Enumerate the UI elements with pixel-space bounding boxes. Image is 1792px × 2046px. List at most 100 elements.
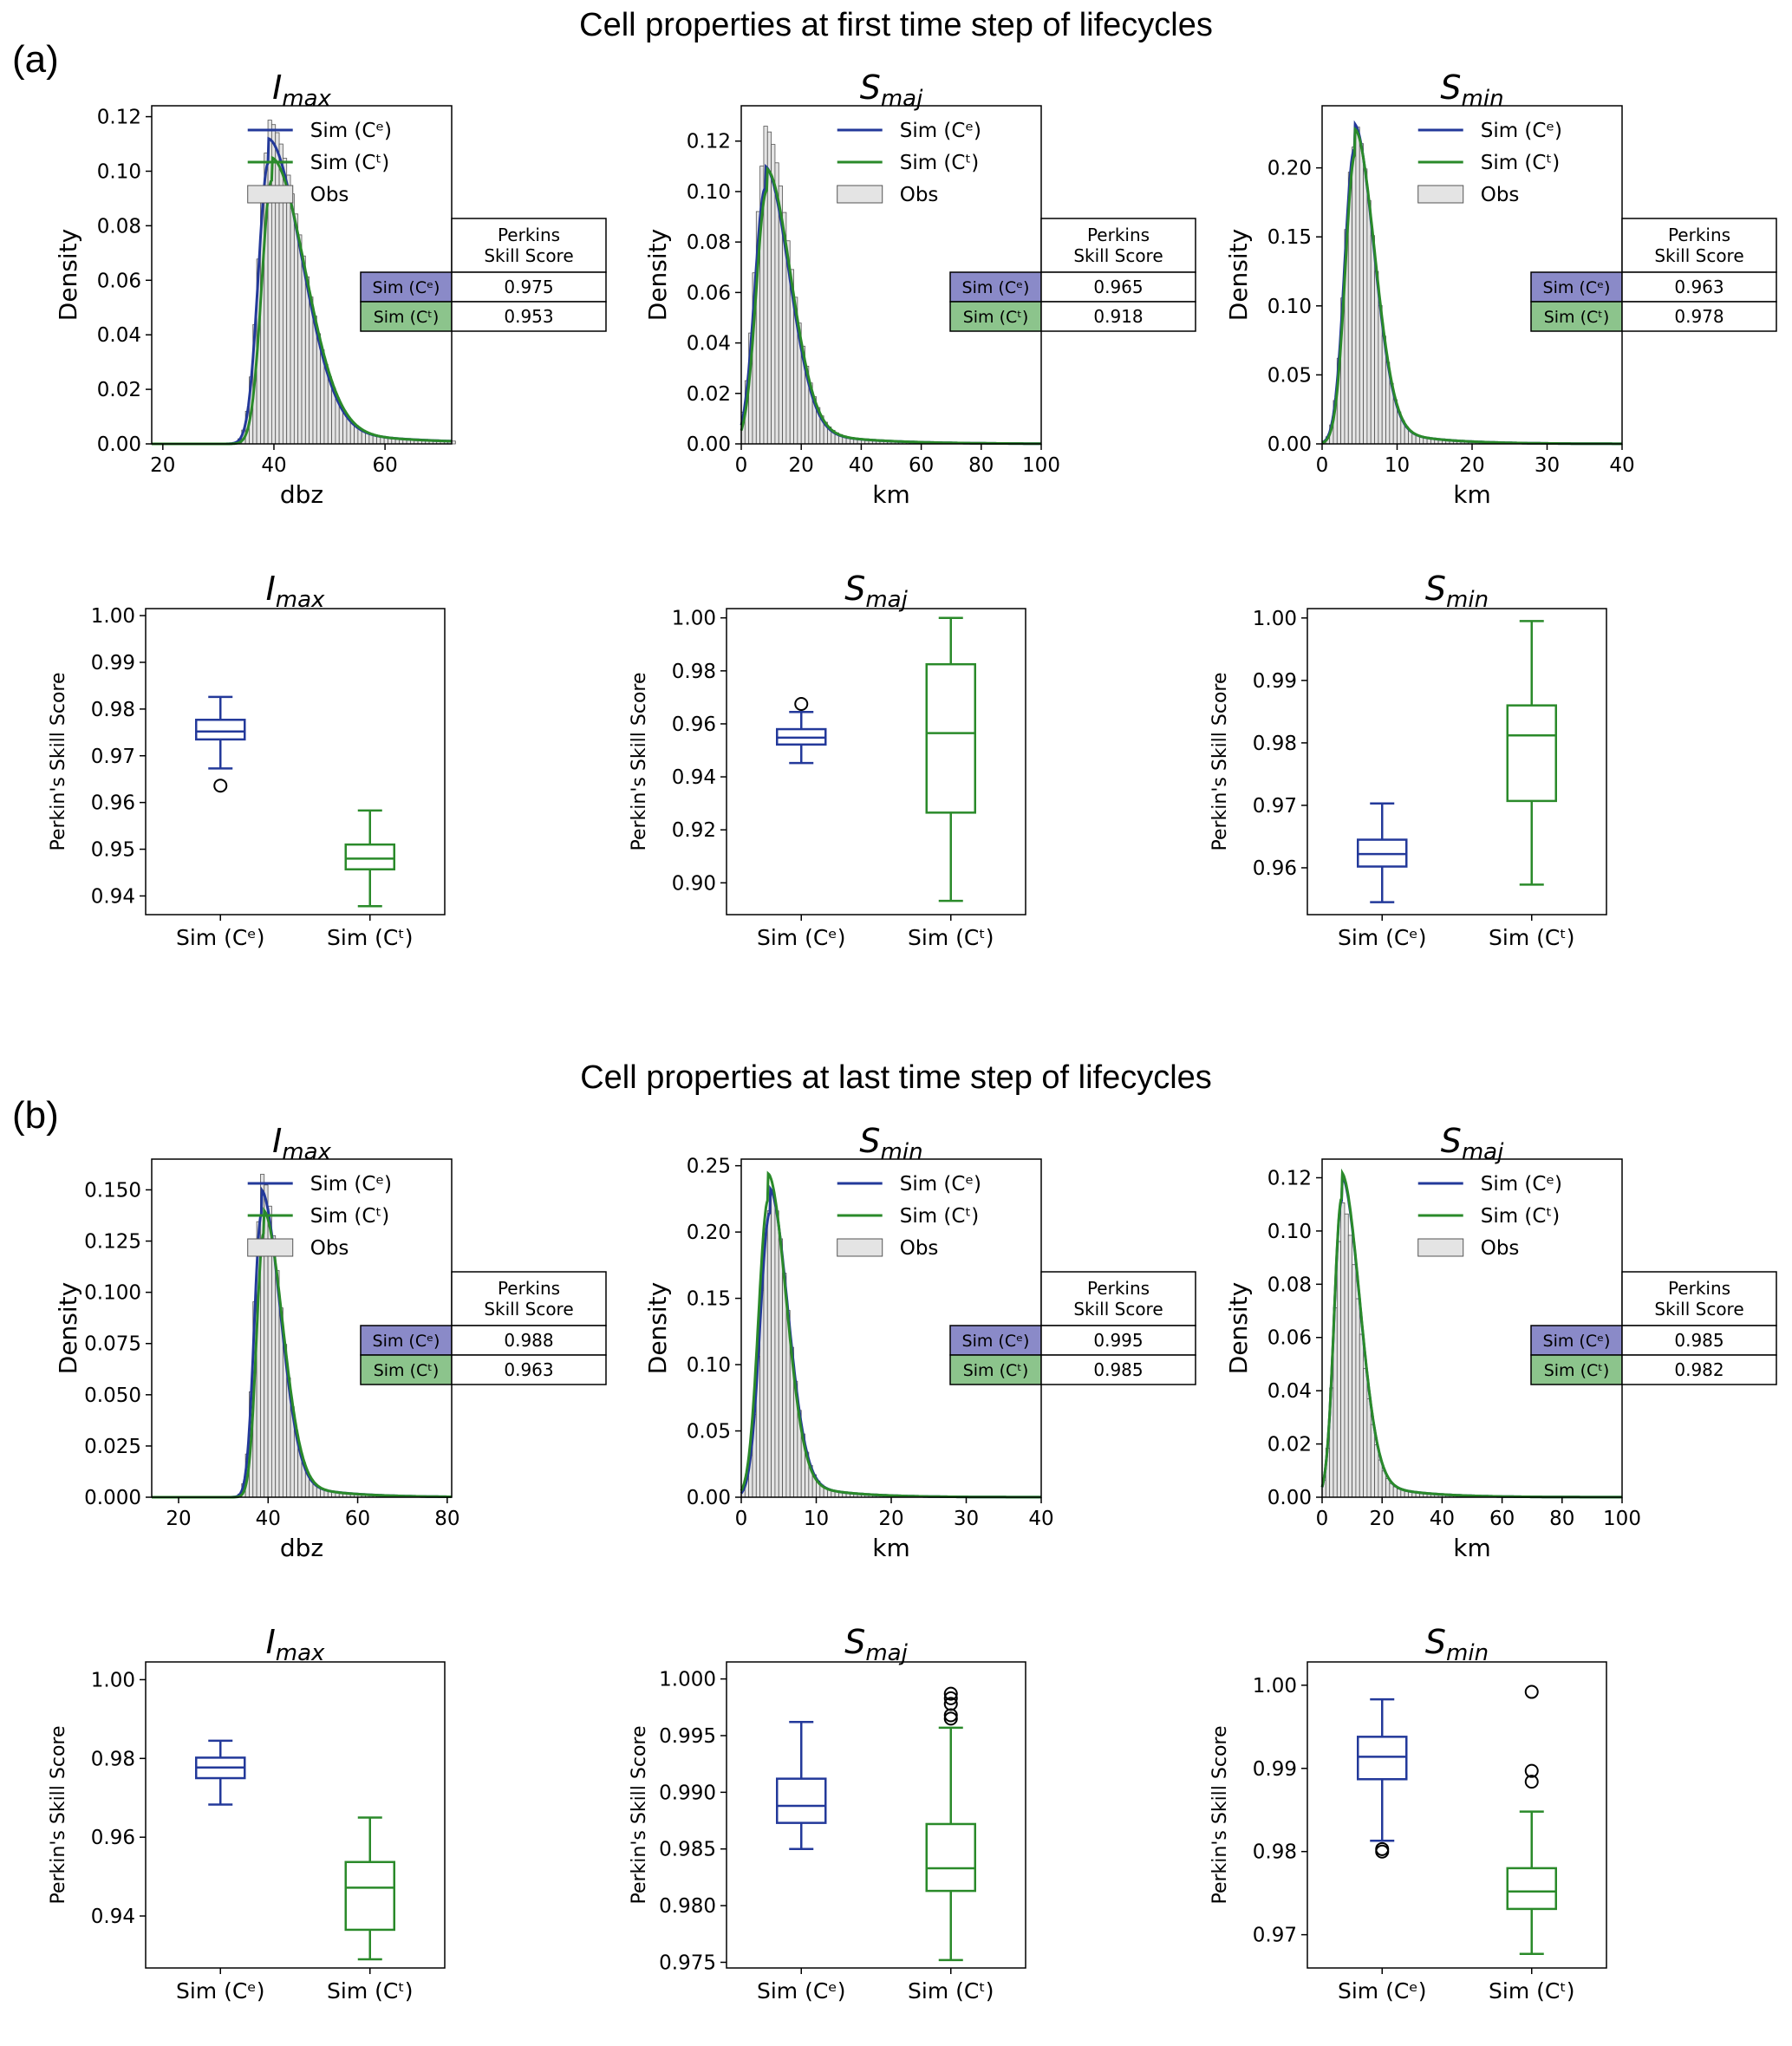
chart-title: Smin	[859, 1122, 922, 1165]
skill-table-header-cell	[1040, 218, 1196, 273]
box-flier	[794, 697, 809, 712]
y-tick-label: 0.05	[1267, 364, 1312, 387]
y-tick-label: 0.15	[1267, 226, 1312, 249]
skill-value-cell	[1040, 1325, 1196, 1356]
obs-bar	[774, 1210, 779, 1498]
skill-table-header-cell	[451, 1271, 607, 1326]
chart-title: Smaj	[1441, 1122, 1504, 1165]
y-tick-label: 0.98	[672, 661, 716, 683]
x-tick-label: 10	[1385, 454, 1410, 477]
y-tick-label: 1.000	[659, 1669, 716, 1691]
legend-ce-label: Sim (Cᵉ)	[900, 1173, 981, 1196]
skill-table-header: Perkins	[1087, 225, 1150, 245]
y-tick-label: 0.96	[91, 1827, 135, 1849]
obs-bar	[763, 1235, 768, 1498]
skill-table-header: Perkins	[1087, 1278, 1150, 1299]
obs-bar	[1366, 1398, 1372, 1498]
y-tick-label: 0.08	[1267, 1274, 1312, 1296]
y-axis-label: Perkin's Skill Score	[1209, 672, 1231, 850]
skill-table-header: Skill Score	[1073, 1299, 1163, 1319]
x-tick-label: 0	[1316, 1508, 1329, 1530]
y-axis-label: Perkin's Skill Score	[629, 672, 650, 850]
obs-bar	[286, 174, 291, 445]
x-axis-label: dbz	[280, 1534, 323, 1562]
legend-ce-label: Sim (Cᵉ)	[1481, 120, 1562, 142]
y-tick-label: 0.97	[1253, 1925, 1297, 1947]
skill-row-label: Sim (Cᵉ)	[962, 278, 1030, 297]
legend-obs-label: Obs	[1481, 184, 1520, 206]
box-sim-ce	[195, 695, 246, 770]
y-tick-label: 0.02	[97, 379, 141, 401]
y-tick-label: 0.20	[1267, 158, 1312, 180]
skill-row-label-cell	[949, 271, 1042, 303]
x-tick-label: 80	[968, 454, 994, 477]
density-chart-b-smaj: 0 20 40 60 80 100 0.00 0.02 0.04 0.06 0.08 0.10 0.12…	[1224, 1122, 1777, 1562]
obs-bar	[1352, 1264, 1357, 1498]
plot-frame	[145, 608, 446, 915]
skill-table-header: Skill Score	[1654, 245, 1743, 266]
y-axis-label: Density	[54, 1282, 82, 1374]
obs-bar	[1374, 1444, 1379, 1498]
obs-bar	[1392, 1486, 1398, 1498]
x-tick-label: Sim (Cᵗ)	[327, 925, 413, 950]
x-tick-label: 0	[1316, 454, 1329, 477]
skill-value: 0.985	[1093, 1359, 1143, 1380]
skill-value: 0.975	[504, 277, 553, 297]
y-tick-label: 0.990	[659, 1782, 716, 1804]
x-tick-label: 40	[1430, 1508, 1455, 1530]
box-iqr	[1506, 704, 1557, 803]
boxplot-a-smin: 0.96 0.97 0.98 0.99 1.00 Sim (Cᵉ) Sim (Cᵗ) Perk…	[1209, 570, 1607, 950]
y-tick-label: 1.00	[1253, 608, 1297, 630]
skill-value: 0.978	[1674, 306, 1724, 327]
y-axis-label: Density	[643, 1282, 672, 1374]
skill-row-label: Sim (Cᵗ)	[374, 1361, 440, 1380]
legend-obs-swatch	[247, 185, 294, 204]
skill-value: 0.963	[1674, 277, 1724, 297]
box-sim-ce	[776, 710, 827, 765]
y-tick-label: 0.04	[97, 324, 141, 347]
chart-title: Smaj	[844, 1623, 908, 1666]
y-tick-label: 0.980	[659, 1895, 716, 1918]
x-axis-label: km	[1453, 1534, 1491, 1562]
y-tick-label: 0.04	[687, 333, 731, 355]
y-tick-label: 1.00	[672, 608, 716, 630]
x-tick-label: 40	[849, 454, 874, 477]
obs-bar	[1352, 147, 1357, 445]
plot-frame	[1307, 608, 1607, 915]
obs-bar	[1344, 1213, 1349, 1498]
skill-value-cell	[451, 301, 607, 332]
x-tick-label: 30	[954, 1508, 979, 1530]
y-axis-label: Perkin's Skill Score	[48, 672, 69, 850]
skill-value: 0.985	[1674, 1330, 1724, 1351]
x-tick-label: 40	[1609, 454, 1634, 477]
plot-frame	[1307, 1661, 1607, 1969]
x-tick-label: Sim (Cᵗ)	[908, 1978, 994, 2004]
box-flier	[943, 1691, 958, 1705]
box-flier	[943, 1711, 958, 1726]
y-tick-label: 0.06	[1267, 1327, 1312, 1350]
y-tick-label: 0.99	[1253, 670, 1297, 693]
box-sim-ce	[1357, 1697, 1408, 1842]
obs-bar	[1378, 1459, 1383, 1498]
skill-value-cell	[1621, 271, 1777, 303]
x-tick-label: 60	[909, 454, 934, 477]
skill-value-cell	[1040, 1354, 1196, 1385]
box-sim-ce	[195, 1739, 246, 1806]
x-tick-label: Sim (Cᵉ)	[1338, 925, 1427, 950]
skill-table-header: Skill Score	[1073, 245, 1163, 266]
y-tick-label: 0.985	[659, 1839, 716, 1861]
legend-obs-swatch	[247, 1238, 294, 1257]
skill-row-label: Sim (Cᵉ)	[1543, 278, 1611, 297]
x-tick-label: 80	[1549, 1508, 1574, 1530]
x-tick-label: 60	[1489, 1508, 1515, 1530]
box-flier	[1375, 1841, 1390, 1856]
skill-value-cell	[451, 1325, 607, 1356]
x-tick-label: 60	[372, 454, 397, 477]
box-iqr	[1357, 1736, 1408, 1781]
obs-bar	[304, 276, 310, 445]
y-tick-label: 0.00	[687, 1487, 731, 1509]
skill-table-header-cell	[1621, 218, 1777, 273]
box-sim-ct	[1506, 1810, 1557, 1955]
legend-ct-label: Sim (Cᵗ)	[310, 1205, 390, 1228]
x-tick-label: 20	[166, 1508, 191, 1530]
